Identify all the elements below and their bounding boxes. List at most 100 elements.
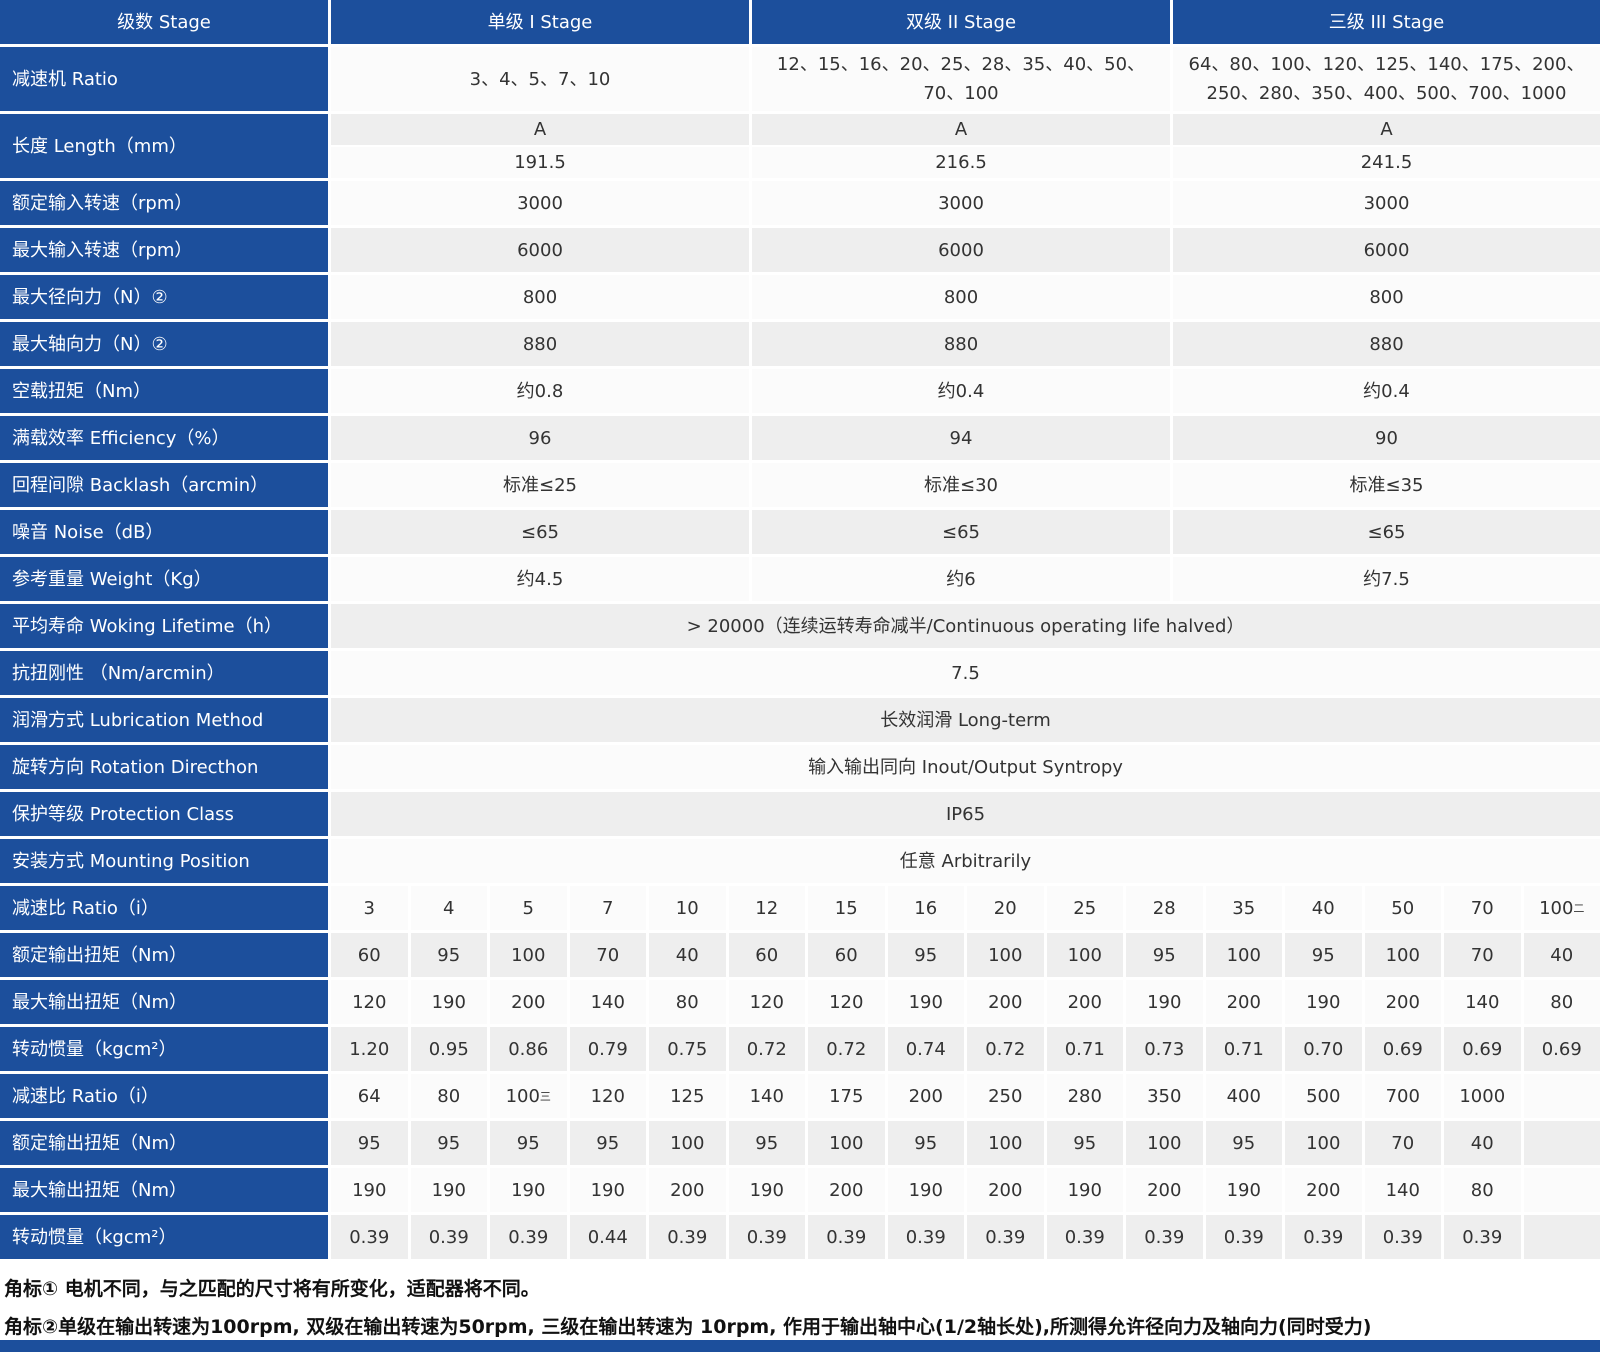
empty-cell xyxy=(1523,1074,1600,1118)
cell: 880 xyxy=(331,322,749,366)
cell: 3、4、5、7、10 xyxy=(331,47,749,111)
cell: 700 xyxy=(1364,1074,1441,1118)
empty-cell xyxy=(1523,1168,1600,1212)
cell: 190 xyxy=(569,1168,646,1212)
row-label: 最大轴向力（N）② xyxy=(0,322,328,366)
footnote: 角标① 电机不同，与之匹配的尺寸将有所变化，适配器将不同。 xyxy=(4,1278,540,1300)
cell: 0.39 xyxy=(887,1215,964,1259)
cell: 100 xyxy=(1205,933,1282,977)
cell: ≤65 xyxy=(752,510,1170,554)
cell: 标准≤30 xyxy=(752,463,1170,507)
cell: A xyxy=(752,114,1170,145)
cell: 0.39 xyxy=(1364,1215,1441,1259)
cell: 100 xyxy=(808,1121,885,1165)
cell: 120 xyxy=(331,980,408,1024)
cell: 5 xyxy=(490,886,567,930)
cell: 190 xyxy=(728,1168,805,1212)
cell: 0.39 xyxy=(490,1215,567,1259)
cell: 3 xyxy=(331,886,408,930)
cell: 94 xyxy=(752,416,1170,460)
cell: 70 xyxy=(1364,1121,1441,1165)
row-label: 抗扭刚性 （Nm/arcmin） xyxy=(0,651,328,695)
cell: 190 xyxy=(490,1168,567,1212)
cell: 95 xyxy=(410,1121,487,1165)
row-label: 长度 Length（mm） xyxy=(0,114,328,178)
cell: 1000 xyxy=(1444,1074,1521,1118)
row-label: 参考重量 Weight（Kg） xyxy=(0,557,328,601)
cell: 0.72 xyxy=(808,1027,885,1071)
cell: 140 xyxy=(1444,980,1521,1024)
cell: 0.39 xyxy=(649,1215,726,1259)
cell: 3000 xyxy=(331,181,749,225)
header-label: 级数 Stage xyxy=(0,0,328,44)
cell: 60 xyxy=(808,933,885,977)
cell: 90 xyxy=(1173,416,1600,460)
span-cell: IP65 xyxy=(331,792,1600,836)
cell: 40 xyxy=(649,933,726,977)
cell-mark: 二 xyxy=(1573,901,1585,915)
cell: 25 xyxy=(1046,886,1123,930)
cell: 0.39 xyxy=(1205,1215,1282,1259)
row-label: 空载扭矩（Nm） xyxy=(0,369,328,413)
cell: 3000 xyxy=(1173,181,1600,225)
cell: 4 xyxy=(410,886,487,930)
cell: 95 xyxy=(569,1121,646,1165)
cell: 800 xyxy=(331,275,749,319)
cell: 12、15、16、20、25、28、35、40、50、70、100 xyxy=(752,47,1170,111)
cell: 95 xyxy=(410,933,487,977)
cell: 约4.5 xyxy=(331,557,749,601)
cell: 175 xyxy=(808,1074,885,1118)
cell: 200 xyxy=(1364,980,1441,1024)
cell: 约0.4 xyxy=(1173,369,1600,413)
cell: 标准≤25 xyxy=(331,463,749,507)
stage-header: 三级 III Stage xyxy=(1173,0,1600,44)
cell-text: 100 xyxy=(505,1085,540,1107)
cell: 200 xyxy=(1126,1168,1203,1212)
cell: 190 xyxy=(1285,980,1362,1024)
cell: 250 xyxy=(967,1074,1044,1118)
cell: 100 xyxy=(1126,1121,1203,1165)
cell: 0.69 xyxy=(1523,1027,1600,1071)
cell: 70 xyxy=(1444,933,1521,977)
row-label: 减速机 Ratio xyxy=(0,47,328,111)
cell: 0.39 xyxy=(331,1215,408,1259)
cell: 0.39 xyxy=(967,1215,1044,1259)
row-label: 额定输出扭矩（Nm） xyxy=(0,933,328,977)
stage-header: 单级 I Stage xyxy=(331,0,749,44)
cell: 0.39 xyxy=(808,1215,885,1259)
cell: 100 xyxy=(490,933,567,977)
cell: 100 xyxy=(1285,1121,1362,1165)
cell: 140 xyxy=(1364,1168,1441,1212)
cell: 200 xyxy=(1046,980,1123,1024)
cell: 6000 xyxy=(1173,228,1600,272)
cell: 100 二 xyxy=(1523,886,1600,930)
row-label: 额定输出扭矩（Nm） xyxy=(0,1121,328,1165)
cell: 7 xyxy=(569,886,646,930)
cell: 80 xyxy=(649,980,726,1024)
row-label: 转动惯量（kgcm²） xyxy=(0,1027,328,1071)
cell: 1.20 xyxy=(331,1027,408,1071)
cell: 35 xyxy=(1205,886,1282,930)
cell: 0.95 xyxy=(410,1027,487,1071)
cell: 0.39 xyxy=(410,1215,487,1259)
row-label: 额定输入转速（rpm） xyxy=(0,181,328,225)
cell: 120 xyxy=(569,1074,646,1118)
row-label: 保护等级 Protection Class xyxy=(0,792,328,836)
cell: 200 xyxy=(967,980,1044,1024)
span-cell: 任意 Arbitrarily xyxy=(331,839,1600,883)
cell: 0.70 xyxy=(1285,1027,1362,1071)
cell: 100 xyxy=(1364,933,1441,977)
cell: 0.79 xyxy=(569,1027,646,1071)
cell: 0.39 xyxy=(1285,1215,1362,1259)
cell: 120 xyxy=(728,980,805,1024)
row-label: 安装方式 Mounting Position xyxy=(0,839,328,883)
cell: 880 xyxy=(1173,322,1600,366)
cell: 0.74 xyxy=(887,1027,964,1071)
cell: 190 xyxy=(887,980,964,1024)
cell: 800 xyxy=(752,275,1170,319)
cell: 190 xyxy=(410,980,487,1024)
cell: 500 xyxy=(1285,1074,1362,1118)
cell: 0.69 xyxy=(1444,1027,1521,1071)
cell: 95 xyxy=(887,933,964,977)
cell: A xyxy=(331,114,749,145)
